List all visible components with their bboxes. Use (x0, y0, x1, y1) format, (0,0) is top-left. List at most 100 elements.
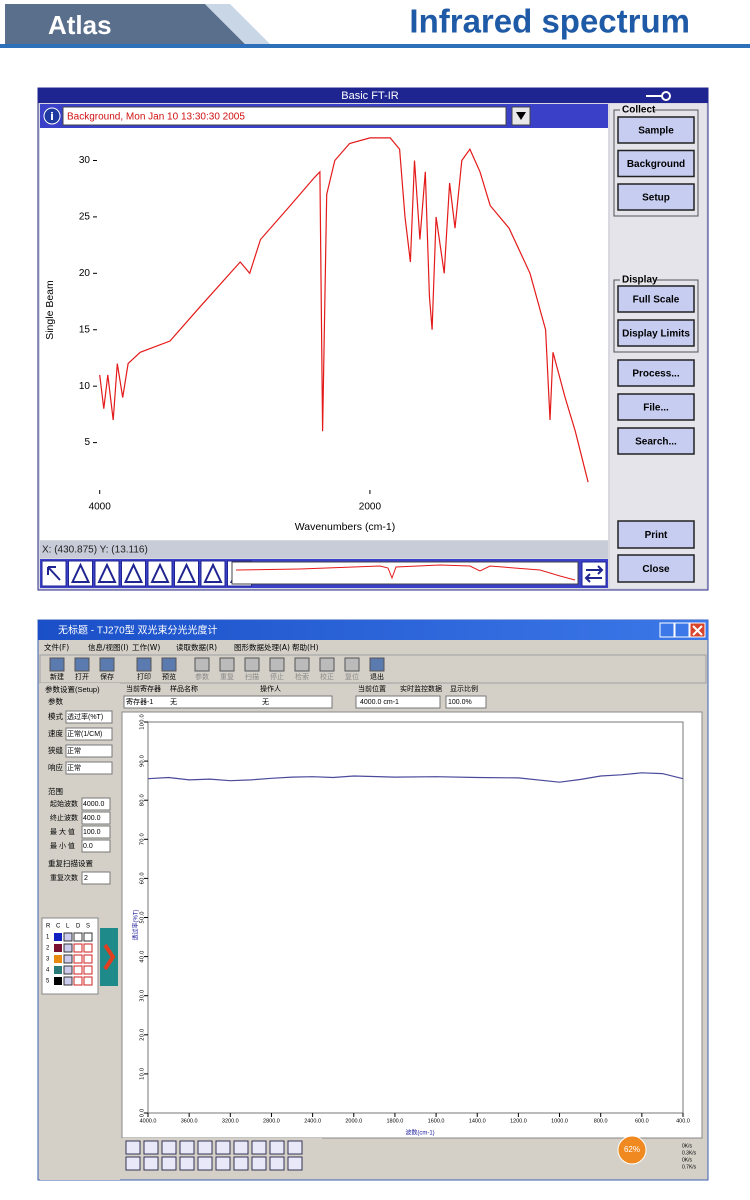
param-field[interactable] (65, 710, 113, 724)
brand-stripe (205, 4, 270, 44)
button[interactable] (617, 393, 695, 421)
menu-item[interactable]: 图形数据处理(A) (234, 642, 290, 652)
param-label: 模式 (48, 711, 63, 721)
toolbar-label: 停止 (270, 672, 284, 681)
button-label: Search... (635, 437, 677, 448)
toolbar-icon[interactable] (194, 657, 210, 672)
layer-box[interactable] (63, 976, 73, 986)
layer-box[interactable] (83, 965, 93, 975)
layer-box[interactable] (73, 943, 83, 953)
toolbar-icon[interactable] (74, 657, 90, 672)
toolbar-icon[interactable] (99, 657, 115, 672)
menu-item[interactable]: 帮助(H) (292, 642, 319, 652)
toolbar-icon[interactable] (319, 657, 335, 672)
tool-icon[interactable] (287, 1156, 303, 1171)
file-field[interactable] (62, 106, 507, 126)
repeat-field[interactable] (81, 871, 111, 885)
button[interactable] (617, 520, 695, 549)
layer-box[interactable] (73, 976, 83, 986)
param-value: 正常 (67, 746, 81, 755)
tool-icon[interactable] (125, 1156, 141, 1171)
tool-icon[interactable] (215, 1156, 231, 1171)
tool-icon[interactable] (125, 1140, 141, 1155)
param-field[interactable] (65, 727, 113, 741)
tool-icon[interactable] (197, 1140, 213, 1155)
layer-box[interactable] (83, 943, 93, 953)
tool-icon[interactable] (179, 1140, 195, 1155)
button[interactable] (617, 116, 695, 144)
layer-box[interactable] (73, 954, 83, 964)
layer-box[interactable] (63, 954, 73, 964)
toolbar-icon[interactable] (136, 657, 152, 672)
tool-icon[interactable] (143, 1140, 159, 1155)
info-header: 样品名称 (170, 684, 198, 693)
tool-icon[interactable] (179, 1156, 195, 1171)
tool-icon[interactable] (251, 1156, 267, 1171)
info-header: 当前寄存器 (126, 684, 161, 693)
button[interactable] (617, 183, 695, 211)
tool-icon[interactable] (233, 1140, 249, 1155)
layer-header: C (56, 924, 61, 930)
menu-item[interactable]: 读取数据(R) (176, 642, 217, 652)
layer-box[interactable] (73, 932, 83, 942)
button[interactable] (617, 319, 695, 347)
tool-icon[interactable] (233, 1156, 249, 1171)
layer-box[interactable] (63, 965, 73, 975)
range-field[interactable] (81, 797, 111, 811)
toolbar-icon[interactable] (244, 657, 260, 672)
toolbar-icon[interactable] (269, 657, 285, 672)
range-field[interactable] (81, 811, 111, 825)
menu-item[interactable]: 信息/视图(I) (88, 642, 129, 652)
button-label: Setup (642, 193, 670, 204)
info-icon[interactable] (43, 107, 61, 125)
layer-box[interactable] (83, 932, 93, 942)
toolbar-icon[interactable] (344, 657, 360, 672)
brand-banner (5, 4, 245, 44)
tool-icon (47, 566, 61, 581)
layer-box[interactable] (63, 932, 73, 942)
tool-icon[interactable] (161, 1140, 177, 1155)
menu-item[interactable]: 工作(W) (132, 642, 160, 652)
tool-icon[interactable] (161, 1156, 177, 1171)
tool-icon[interactable] (251, 1140, 267, 1155)
tool-icon[interactable] (269, 1156, 285, 1171)
x-tick-label: 400.0 (676, 1118, 690, 1124)
key-icon (646, 91, 671, 101)
x-tick-label: 1600.0 (428, 1118, 445, 1124)
toolbar-icon[interactable] (369, 657, 385, 672)
y-tick-label: 10 (79, 381, 91, 392)
menu-item[interactable]: 文件(F) (44, 642, 69, 652)
layer-color (54, 933, 62, 941)
tool-icon[interactable] (287, 1140, 303, 1155)
toolbar-icon[interactable] (161, 657, 177, 672)
info-header: 操作人 (260, 684, 281, 693)
layer-box[interactable] (73, 965, 83, 975)
tool-icon[interactable] (197, 1156, 213, 1171)
y-tick-label: 15 (79, 324, 91, 335)
toolbar-icon[interactable] (219, 657, 235, 672)
button[interactable] (617, 149, 695, 178)
layer-arrow (103, 943, 116, 971)
layer-arrow-button[interactable] (100, 928, 118, 986)
button[interactable] (617, 285, 695, 313)
swap-button[interactable] (581, 561, 607, 587)
toolbar-icon[interactable] (49, 657, 65, 672)
range-field[interactable] (81, 839, 111, 853)
param-field[interactable] (65, 761, 113, 775)
layer-box[interactable] (63, 943, 73, 953)
button[interactable] (617, 427, 695, 455)
param-field[interactable] (65, 744, 113, 758)
group-label-bg (620, 104, 654, 115)
layer-box[interactable] (83, 954, 93, 964)
layer-box[interactable] (83, 976, 93, 986)
range-field[interactable] (81, 825, 111, 839)
tool-icon[interactable] (143, 1156, 159, 1171)
button[interactable] (617, 554, 695, 583)
tool-icon[interactable] (269, 1140, 285, 1155)
tool-icon[interactable] (215, 1140, 231, 1155)
status-bar (40, 541, 608, 558)
toolbar-icon[interactable] (294, 657, 310, 672)
x-tick-label: 600.0 (635, 1118, 649, 1124)
button[interactable] (617, 359, 695, 387)
